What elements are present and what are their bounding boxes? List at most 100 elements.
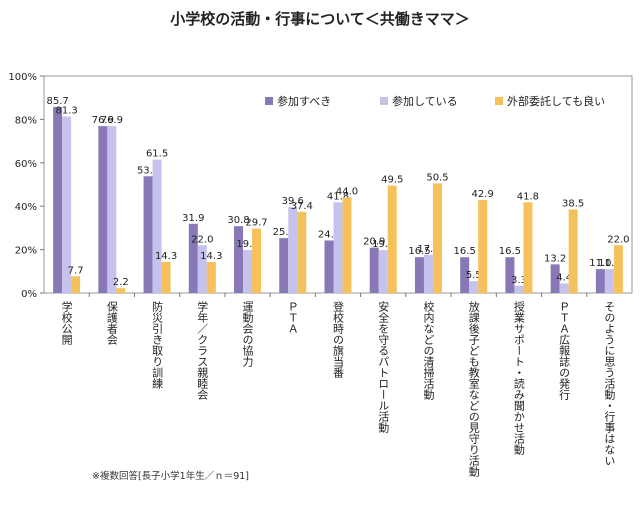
legend-label: 参加している (392, 94, 458, 108)
data-label: 76.9 (101, 115, 123, 126)
data-label: 14.3 (155, 251, 177, 262)
data-label: 37.4 (291, 201, 313, 212)
data-label: 16.5 (499, 246, 521, 257)
bar (297, 211, 307, 293)
data-label: 3.3 (511, 275, 527, 286)
data-label: 76.9 (92, 115, 114, 126)
bar (206, 261, 216, 293)
y-tick-label: 100% (8, 72, 37, 83)
legend-swatch (265, 97, 273, 105)
data-label: 16.5 (408, 246, 430, 257)
data-label: 41.8 (517, 191, 539, 202)
data-label: 38.5 (562, 198, 584, 209)
x-category-label: 保護者会 (105, 300, 118, 345)
bar (234, 226, 244, 293)
bar (333, 202, 343, 293)
data-label: 29.7 (245, 218, 267, 229)
data-label: 19.8 (236, 239, 258, 250)
x-category-label: 安全を守るパトロール活動 (377, 300, 390, 434)
data-label: 39.6 (282, 196, 304, 207)
bar (252, 228, 262, 293)
bar (71, 276, 81, 293)
bar (107, 126, 117, 293)
data-label: 7.7 (68, 265, 84, 276)
x-category-label: ＰＴＡ広報誌の発行 (558, 301, 571, 401)
bar (161, 261, 171, 293)
bar (369, 247, 379, 293)
bar (279, 238, 289, 293)
data-label: 19.8 (372, 239, 394, 250)
data-label: 49.5 (381, 175, 403, 186)
data-label: 16.5 (454, 246, 476, 257)
bar (378, 250, 388, 293)
data-label: 2.2 (113, 277, 129, 288)
bar (387, 185, 397, 293)
bar (469, 281, 479, 293)
legend-label: 外部委託しても良い (507, 94, 605, 108)
bar (288, 207, 298, 293)
bar (53, 107, 63, 293)
bar (62, 116, 72, 293)
bar (460, 257, 470, 293)
x-category-label: 学校公開 (60, 300, 73, 346)
bar (152, 159, 162, 293)
y-tick-label: 40% (15, 202, 37, 213)
data-label: 11.0 (598, 258, 620, 269)
x-category-label: 登校時の旗当番 (332, 300, 345, 379)
data-label: 14.3 (200, 251, 222, 262)
chart-footnote: ※複数回答[長子小学1年生／ｎ＝91] (92, 471, 250, 482)
x-category-label: ＰＴＡ (286, 301, 299, 334)
legend-swatch (380, 97, 388, 105)
x-category-label: そのように思う活動・行事はない (603, 301, 616, 466)
data-label: 81.3 (55, 106, 77, 117)
bar (550, 264, 560, 293)
data-label: 5.5 (466, 270, 482, 281)
bar (505, 257, 515, 293)
data-label: 44.0 (336, 187, 358, 198)
bar (595, 269, 605, 293)
data-label: 22.0 (607, 234, 629, 245)
bar (423, 254, 433, 293)
bar (143, 176, 153, 293)
x-category-label: 放課後子ども教室などの見守り活動 (467, 300, 480, 478)
y-tick-label: 60% (15, 159, 37, 170)
bar (432, 183, 442, 293)
bar (188, 223, 198, 293)
legend-swatch (495, 97, 503, 105)
data-label: 41.8 (327, 191, 349, 202)
legend-label: 参加すべき (277, 94, 331, 108)
bar (478, 199, 488, 293)
data-label: 25.3 (273, 227, 295, 238)
bar (197, 245, 207, 293)
data-label: 13.2 (544, 253, 566, 264)
data-label: 50.5 (426, 172, 448, 183)
y-tick-label: 0% (21, 289, 37, 300)
x-category-label: 校内などの清掃活動 (422, 300, 435, 401)
x-category-label: 学年／クラス親睦会 (196, 300, 209, 400)
bar (559, 283, 569, 293)
bar (324, 240, 334, 293)
data-label: 11.0 (589, 258, 611, 269)
y-tick-label: 80% (15, 115, 37, 126)
chart-title: 小学校の活動・行事について＜共働きママ＞ (170, 10, 470, 28)
bar (604, 269, 614, 293)
data-label: 30.8 (227, 215, 249, 226)
data-label: 31.9 (182, 213, 204, 224)
bar (116, 288, 126, 293)
x-category-label: 運動会の協力 (241, 301, 254, 367)
data-label: 22.0 (191, 234, 213, 245)
data-label: 53.8 (137, 165, 159, 176)
bar (514, 285, 524, 293)
bar (613, 245, 623, 293)
data-label: 4.4 (556, 272, 572, 283)
y-tick-label: 20% (15, 246, 37, 257)
x-category-label: 防災引き取り訓練 (151, 300, 164, 390)
bar (414, 257, 424, 293)
data-label: 20.9 (363, 237, 385, 248)
bar (342, 197, 352, 293)
bar (523, 202, 533, 293)
data-label: 42.9 (472, 189, 494, 200)
data-label: 24.2 (318, 229, 340, 240)
bar (568, 209, 578, 293)
